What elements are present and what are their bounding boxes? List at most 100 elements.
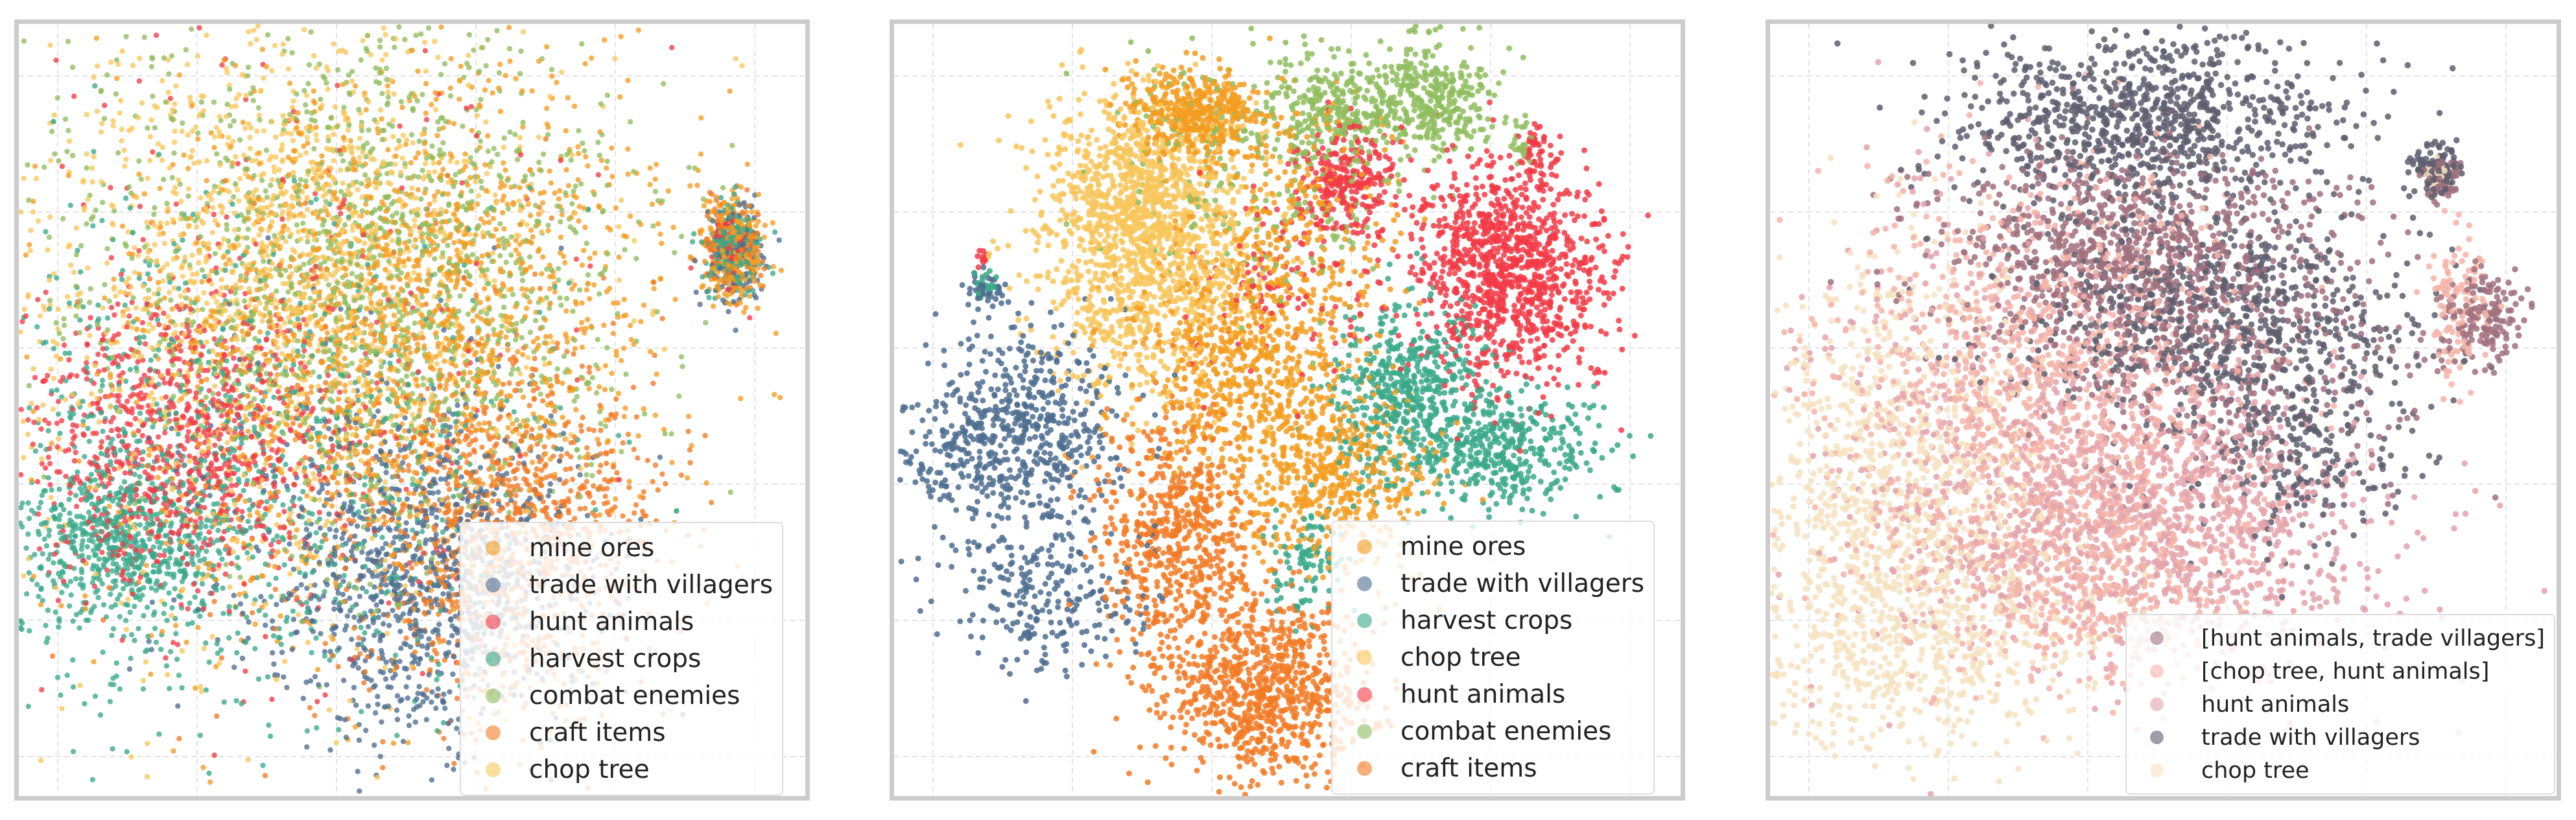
scatter-point (652, 189, 658, 194)
scatter-point (331, 176, 337, 183)
scatter-point (355, 509, 362, 515)
scatter-point (427, 237, 433, 243)
scatter-point (229, 482, 235, 489)
scatter-point (250, 554, 255, 560)
scatter-point (398, 646, 404, 651)
scatter-point (359, 392, 364, 398)
scatter-point (141, 613, 147, 619)
scatter-point (211, 183, 218, 189)
scatter-point (641, 406, 646, 412)
scatter-point (21, 175, 27, 182)
scatter-point (213, 340, 220, 347)
scatter-point (300, 696, 306, 701)
scatter-point (381, 25, 386, 31)
scatter-point (517, 265, 523, 272)
scatter-point (100, 346, 106, 352)
scatter-point (655, 221, 661, 227)
scatter-point (525, 355, 531, 360)
scatter-point (255, 105, 261, 111)
scatter-point (248, 524, 254, 531)
scatter-point (117, 592, 123, 598)
scatter-point (446, 406, 452, 412)
scatter-point (441, 691, 447, 697)
scatter-point (349, 270, 355, 277)
scatter-point (237, 601, 244, 607)
scatter-point (58, 379, 64, 384)
scatter-point (263, 147, 270, 154)
scatter-point (154, 317, 161, 323)
scatter-point (598, 463, 604, 469)
scatter-point (314, 187, 320, 193)
scatter-point (556, 277, 561, 283)
scatter-point (647, 182, 653, 187)
scatter-point (173, 83, 179, 89)
scatter-point (402, 583, 408, 589)
scatter-point (230, 160, 236, 166)
scatter-point (308, 159, 314, 165)
scatter-point (20, 418, 26, 425)
scatter-point (432, 38, 438, 45)
scatter-point (519, 88, 525, 94)
scatter-point (451, 766, 456, 773)
scatter-point (585, 272, 591, 278)
scatter-point (517, 135, 523, 141)
scatter-point (513, 337, 519, 343)
scatter-point (469, 423, 475, 429)
scatter-point (507, 129, 513, 135)
scatter-point (95, 322, 100, 328)
scatter-point (65, 172, 72, 179)
scatter-point (314, 699, 320, 705)
scatter-point (545, 222, 551, 228)
scatter-point (446, 745, 452, 751)
scatter-point (436, 399, 442, 405)
scatter-point (403, 520, 409, 526)
scatter-point (165, 89, 171, 95)
scatter-point (440, 720, 447, 726)
scatter-point (108, 382, 114, 388)
scatter-point (374, 775, 381, 780)
scatter-point (156, 731, 162, 737)
scatter-point (523, 305, 530, 311)
scatter-point (124, 421, 130, 427)
scatter-point (40, 551, 45, 557)
scatter-point (183, 639, 189, 645)
scatter-point (303, 679, 309, 685)
scatter-point (688, 265, 694, 271)
scatter-point (380, 739, 386, 745)
scatter-point (185, 224, 192, 229)
scatter-point (79, 552, 86, 559)
scatter-point (239, 71, 245, 78)
scatter-point (328, 165, 334, 171)
scatter-point (21, 454, 27, 460)
scatter-point (543, 106, 550, 111)
scatter-point (409, 664, 415, 670)
scatter-point (478, 97, 484, 102)
scatter-point (272, 587, 278, 592)
scatter-point (445, 202, 452, 208)
scatter-point (397, 123, 403, 129)
scatter-point (543, 334, 549, 340)
scatter-point (206, 445, 211, 451)
scatter-point (77, 625, 82, 631)
scatter-point (718, 194, 724, 201)
scatter-point (308, 390, 314, 395)
scatter-point (84, 111, 89, 117)
scatter-point (520, 29, 526, 35)
scatter-point (305, 169, 311, 174)
scatter-point (92, 693, 99, 699)
scatter-point (167, 443, 173, 449)
scatter-point (108, 604, 114, 610)
scatter-point (65, 38, 71, 45)
scatter-point (297, 253, 303, 259)
scatter-point (181, 152, 187, 158)
scatter-point (290, 608, 296, 615)
scatter-point (465, 498, 471, 504)
scatter-point (258, 88, 264, 93)
scatter-point (512, 132, 518, 137)
scatter-point (201, 646, 207, 651)
scatter-point (398, 99, 405, 104)
scatter-point (495, 152, 501, 158)
scatter-point (479, 253, 485, 259)
scatter-point (211, 598, 217, 605)
scatter-point (273, 576, 279, 581)
